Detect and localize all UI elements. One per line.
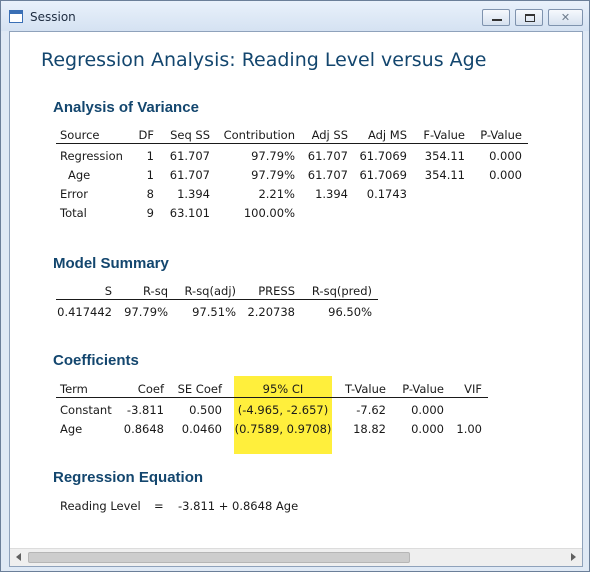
anova-col-df: DF [138, 128, 154, 142]
cell: 97.79% [251, 168, 295, 182]
anova-heading: Analysis of Variance [53, 99, 199, 116]
cell: 0.1743 [366, 187, 407, 201]
model-summary-heading: Model Summary [53, 255, 169, 272]
ms-col-press: PRESS [258, 284, 295, 298]
window-title: Session [30, 10, 76, 24]
cell: 354.11 [424, 149, 465, 163]
anova-col-adjss: Adj SS [311, 128, 348, 142]
equation-rhs: -3.811 + 0.8648 Age [178, 499, 299, 513]
cell: 61.7069 [359, 168, 407, 182]
ms-col-rsqpred: R-sq(pred) [311, 284, 372, 298]
anova-header-rule [56, 143, 528, 144]
cell: 61.707 [169, 149, 210, 163]
cell: Error [60, 187, 89, 201]
cell: 96.50% [328, 305, 372, 319]
cell: Total [60, 206, 87, 220]
cell: 0.000 [489, 149, 522, 163]
scrollbar-thumb[interactable] [28, 552, 410, 563]
cell: 1.00 [456, 422, 482, 436]
cell: (0.7589, 0.9708) [234, 422, 332, 436]
cell: Age [60, 422, 83, 436]
cell: Age [68, 168, 91, 182]
cell: Constant [60, 403, 112, 417]
coef-col-tvalue: T-Value [344, 382, 386, 396]
minimize-button[interactable] [482, 9, 510, 26]
cell: (-4.965, -2.657) [237, 403, 329, 417]
cell: 61.707 [307, 149, 348, 163]
anova-col-pvalue: P-Value [480, 128, 522, 142]
coef-header-rule [56, 397, 488, 398]
equation-lhs: Reading Level [60, 499, 141, 513]
report-content: Regression Analysis: Reading Level versu… [10, 32, 582, 542]
anova-col-source: Source [60, 128, 100, 142]
cell: 0.0460 [181, 422, 222, 436]
coef-col-ci: 95% CI [262, 382, 304, 396]
coef-col-term: Term [60, 382, 88, 396]
cell: -7.62 [356, 403, 386, 417]
cell: 1.394 [315, 187, 348, 201]
cell: 18.82 [353, 422, 386, 436]
cell: 1.394 [177, 187, 210, 201]
coef-col-pvalue: P-Value [402, 382, 444, 396]
cell: 1 [146, 149, 154, 163]
cell: 0.500 [189, 403, 222, 417]
session-window-icon [9, 10, 23, 23]
cell: 0.000 [411, 422, 444, 436]
coef-col-vif: VIF [464, 382, 482, 396]
cell: 61.707 [307, 168, 348, 182]
cell: 8 [146, 187, 154, 201]
close-icon: ✕ [560, 11, 571, 24]
cell: 0.8648 [123, 422, 164, 436]
cell: 97.79% [251, 149, 295, 163]
coef-col-secoef: SE Coef [177, 382, 222, 396]
cell: 0.000 [411, 403, 444, 417]
cell: Regression [60, 149, 123, 163]
cell: 100.00% [243, 206, 295, 220]
ci-highlight [234, 376, 332, 454]
ms-header-rule [56, 299, 378, 300]
title-bar[interactable]: Session ✕ [1, 1, 589, 31]
cell: 1 [146, 168, 154, 182]
coefficients-heading: Coefficients [53, 352, 139, 369]
cell: -3.811 [126, 403, 164, 417]
maximize-button[interactable] [515, 9, 543, 26]
close-button[interactable]: ✕ [548, 9, 583, 26]
cell: 9 [146, 206, 154, 220]
ms-col-rsqadj: R-sq(adj) [184, 284, 236, 298]
cell: 61.7069 [359, 149, 407, 163]
cell: 61.707 [169, 168, 210, 182]
cell: 354.11 [424, 168, 465, 182]
scroll-right-icon[interactable] [571, 553, 576, 561]
anova-col-fvalue: F-Value [423, 128, 465, 142]
cell: 97.51% [192, 305, 236, 319]
equation-equals: = [154, 499, 164, 513]
ms-col-s: S [104, 284, 112, 298]
cell: 0.000 [489, 168, 522, 182]
regression-equation-heading: Regression Equation [53, 469, 204, 486]
anova-col-seqss: Seq SS [170, 128, 210, 142]
report-title: Regression Analysis: Reading Level versu… [41, 49, 487, 71]
cell: 2.21% [258, 187, 295, 201]
cell: 2.20738 [247, 305, 295, 319]
maximize-icon [525, 14, 535, 22]
cell: 63.101 [169, 206, 210, 220]
ms-col-rsq: R-sq [143, 284, 168, 298]
anova-col-contribution: Contribution [223, 128, 295, 142]
session-output-pane[interactable]: Regression Analysis: Reading Level versu… [9, 31, 583, 567]
minimize-icon [492, 19, 502, 21]
coef-col-coef: Coef [137, 382, 164, 396]
horizontal-scrollbar[interactable] [10, 548, 582, 566]
scroll-left-icon[interactable] [16, 553, 21, 561]
cell: 97.79% [124, 305, 168, 319]
cell: 0.417442 [57, 305, 112, 319]
anova-col-adjms: Adj MS [367, 128, 407, 142]
